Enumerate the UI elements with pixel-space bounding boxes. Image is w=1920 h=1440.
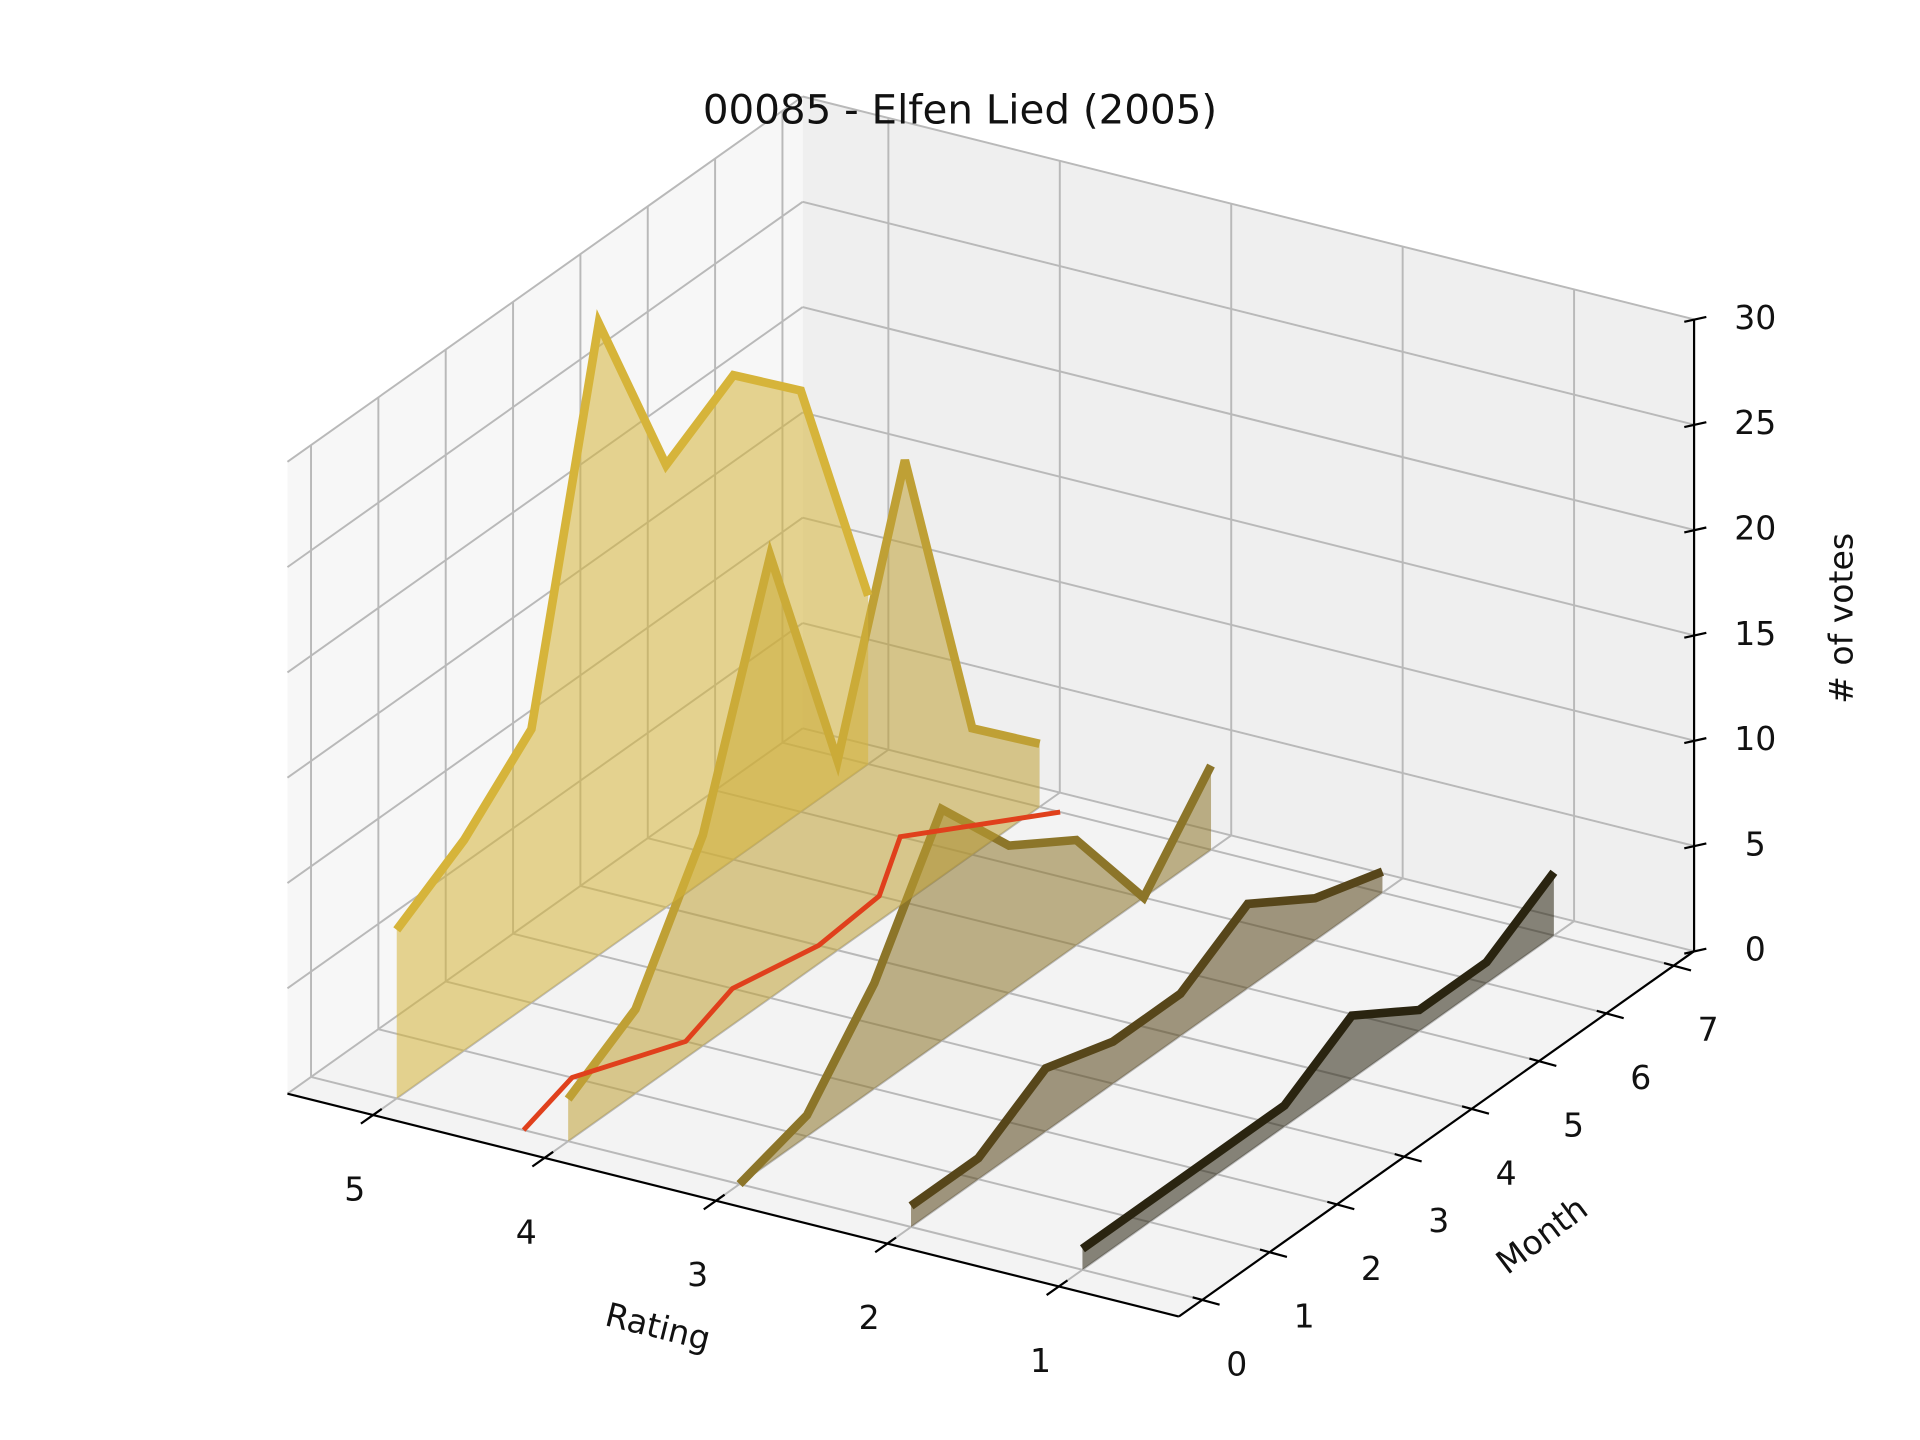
- area: [1082, 872, 1554, 1270]
- line: [1079, 869, 1558, 1253]
- x-tick-label: 6: [1630, 1058, 1651, 1097]
- grid-line: [310, 1075, 1203, 1301]
- y-tick-label: 3: [687, 1255, 708, 1294]
- y-axis-label: Rating: [602, 1295, 715, 1359]
- line: [393, 309, 873, 933]
- grid-line: [802, 95, 1695, 321]
- x-tick: [1596, 1009, 1624, 1020]
- y-tick: [1045, 1279, 1069, 1296]
- grid-line: [286, 200, 804, 568]
- x-tick-label: 7: [1698, 1010, 1719, 1049]
- x-tick-label: 0: [1226, 1344, 1247, 1383]
- grid-line: [802, 200, 1695, 426]
- x-tick-label: 1: [1294, 1297, 1315, 1336]
- area: [911, 871, 1383, 1227]
- z-tick-label: 15: [1734, 614, 1776, 653]
- grid-line: [286, 306, 804, 674]
- y-axis-line: [287, 1092, 1180, 1318]
- z-tick: [1684, 315, 1707, 323]
- x-tick: [1327, 1200, 1355, 1211]
- line: [908, 867, 1385, 1210]
- z-tick-label: 5: [1745, 824, 1766, 863]
- z-tick-label: 25: [1734, 403, 1776, 442]
- grid-line: [445, 980, 1338, 1206]
- x-tick-label: 3: [1428, 1201, 1449, 1240]
- area: [396, 323, 869, 1099]
- x-tick: [1663, 961, 1692, 972]
- y-tick: [703, 1193, 726, 1211]
- y-tick-label: 4: [516, 1212, 537, 1251]
- y-tick-label: 1: [1030, 1341, 1051, 1380]
- z-tick: [1684, 526, 1707, 534]
- grid-line: [802, 306, 1695, 531]
- z-tick-label: 10: [1734, 719, 1776, 758]
- grid-line: [378, 1028, 1271, 1253]
- x-tick-label: 2: [1361, 1249, 1382, 1288]
- x-tick: [1192, 1296, 1220, 1306]
- x-tick: [1394, 1153, 1422, 1163]
- z-tick: [1684, 737, 1707, 745]
- mean-line: [521, 809, 1061, 1132]
- z-tick-label: 30: [1734, 298, 1776, 337]
- y-tick: [531, 1150, 554, 1168]
- grid-line: [802, 516, 1695, 742]
- chart-title: 00085 - Elfen Lied (2005): [703, 86, 1217, 134]
- z-axis-label: # of votes: [1821, 533, 1860, 704]
- z-tick: [1684, 421, 1707, 429]
- x-axis-line: [1178, 950, 1695, 1318]
- grid-line: [286, 95, 804, 463]
- z-tick: [1684, 842, 1707, 850]
- area: [739, 765, 1212, 1185]
- z-tick-label: 20: [1734, 508, 1776, 547]
- y-tick: [360, 1108, 383, 1125]
- z-tick: [1684, 631, 1707, 639]
- x-tick-label: 4: [1496, 1153, 1517, 1192]
- y-tick-label: 2: [859, 1298, 880, 1337]
- z-tick-label: 0: [1745, 930, 1766, 969]
- grid-line: [802, 411, 1695, 637]
- y-tick-label: 5: [344, 1170, 365, 1209]
- x-tick: [1461, 1105, 1490, 1115]
- x-tick-label: 5: [1563, 1106, 1584, 1145]
- x-tick: [1529, 1057, 1557, 1067]
- x-tick: [1259, 1248, 1288, 1259]
- z-tick: [1684, 947, 1707, 955]
- y-tick: [874, 1236, 897, 1254]
- x-axis-label: Month: [1489, 1188, 1595, 1281]
